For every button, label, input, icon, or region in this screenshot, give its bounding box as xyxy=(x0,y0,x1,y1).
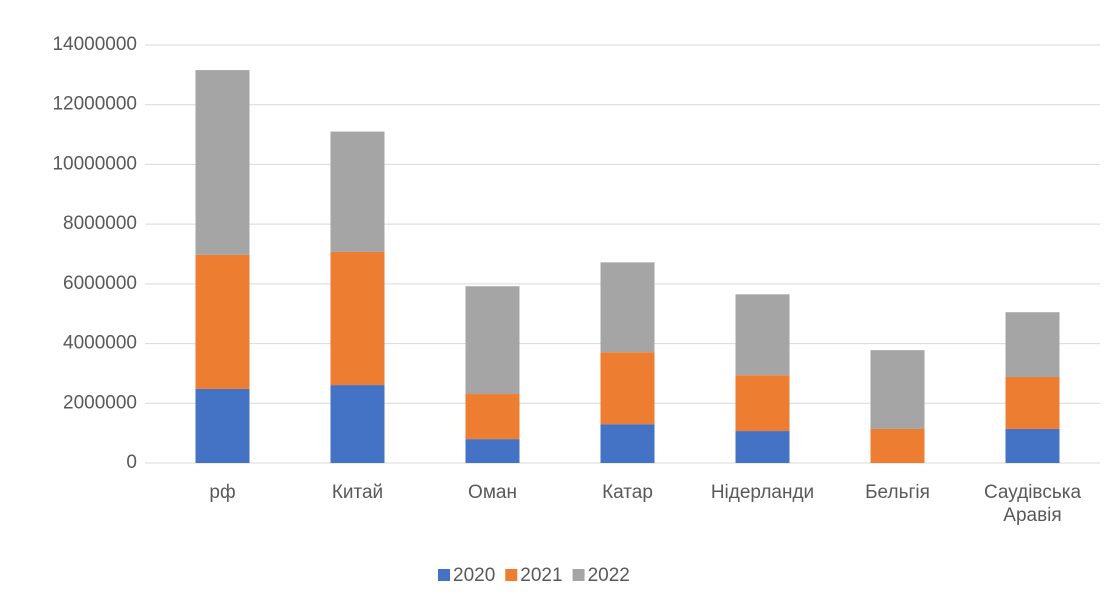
bar-segment xyxy=(870,350,925,429)
y-tick-label: 8000000 xyxy=(63,213,137,234)
bar-segment xyxy=(735,431,790,463)
bar-segment xyxy=(195,388,250,463)
legend-swatch xyxy=(572,569,585,581)
y-tick-label: 6000000 xyxy=(63,273,137,294)
legend-swatch xyxy=(505,569,518,581)
bar-segment xyxy=(735,375,790,432)
x-tick-label: Оман xyxy=(468,482,517,503)
x-tick-label: Бельгія xyxy=(865,482,930,503)
bar-segment xyxy=(1005,428,1060,463)
bar-segment xyxy=(600,262,655,353)
bar-segment xyxy=(735,294,790,376)
x-tick-label: Нідерланди xyxy=(710,482,815,503)
y-tick-label: 12000000 xyxy=(52,94,137,115)
y-tick-label: 2000000 xyxy=(63,392,137,413)
x-tick-label: Катар xyxy=(602,482,653,503)
y-tick-label: 14000000 xyxy=(52,34,137,55)
bar-segment xyxy=(1005,377,1060,429)
bar-segment xyxy=(195,70,250,255)
x-tick-label: рф xyxy=(209,482,236,503)
bar-segment xyxy=(330,251,385,386)
bar-segment xyxy=(600,424,655,463)
bar-segment xyxy=(330,131,385,252)
legend-label: 2021 xyxy=(520,565,562,586)
bar-segment xyxy=(1005,312,1060,378)
bar-segment xyxy=(465,439,520,463)
bar-segment xyxy=(330,385,385,463)
x-tick-label: Китай xyxy=(331,482,384,503)
bar-segment xyxy=(195,254,250,389)
legend-swatch xyxy=(438,569,450,581)
legend-label: 2020 xyxy=(453,565,495,586)
y-tick-label: 4000000 xyxy=(63,333,137,354)
y-tick-label: 0 xyxy=(126,452,137,473)
legend-label: 2022 xyxy=(588,565,630,586)
bar-segment xyxy=(600,352,655,425)
x-tick-label: Саудівська Аравія xyxy=(983,482,1082,526)
y-tick-label: 10000000 xyxy=(52,153,137,174)
bar-segment xyxy=(465,286,520,395)
bar-segment xyxy=(870,428,925,463)
bar-segment xyxy=(465,394,520,440)
